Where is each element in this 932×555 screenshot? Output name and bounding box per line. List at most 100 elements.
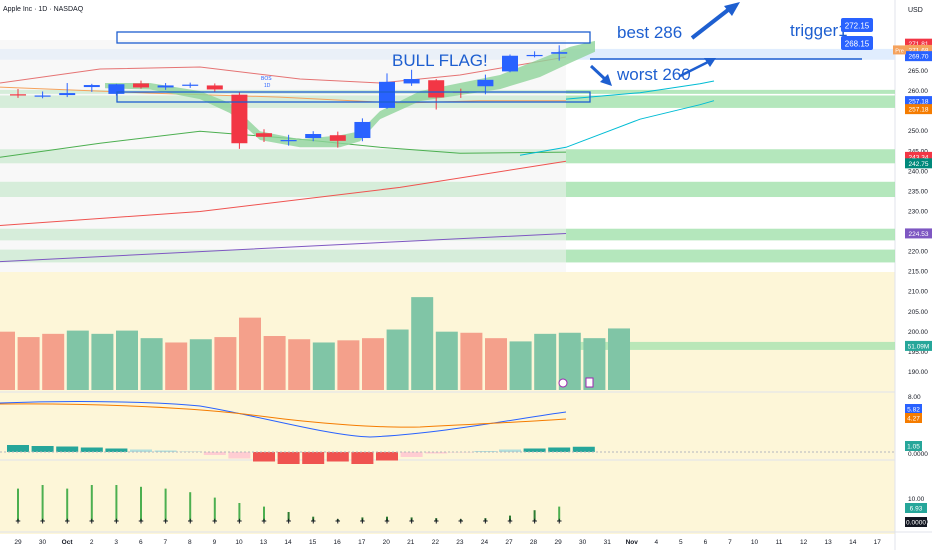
candle-body[interactable]	[108, 84, 125, 94]
x-tick-label: 17	[358, 539, 366, 546]
flag-top-box[interactable]	[116, 31, 591, 44]
volume-bar	[460, 332, 483, 390]
x-tick-label: Oct	[62, 539, 74, 546]
event-marker-icon[interactable]	[558, 378, 568, 388]
x-tick-label: 13	[825, 539, 833, 546]
oscillator-marker: +	[360, 516, 365, 526]
oscillator-marker: +	[163, 516, 168, 526]
candle-body[interactable]	[10, 94, 26, 96]
volume-bar	[509, 341, 532, 390]
candle-body[interactable]	[83, 85, 100, 88]
candle-body[interactable]	[182, 84, 199, 86]
ma-red-line	[0, 160, 567, 226]
price-tick-label: 240.00	[908, 168, 928, 175]
candle-body[interactable]	[329, 135, 346, 141]
candle-body[interactable]	[280, 140, 297, 142]
price-tick-label: 195.00	[908, 349, 928, 356]
candle-body[interactable]	[428, 80, 445, 98]
candle-body[interactable]	[354, 121, 371, 139]
ma-teal-line	[519, 100, 715, 156]
oscillator-marker: +	[40, 516, 45, 526]
x-tick-label: 12	[800, 539, 808, 546]
up-arrow-small-icon[interactable]	[679, 58, 716, 78]
x-tick-label: 21	[407, 539, 415, 546]
macd-histogram-bar	[351, 452, 374, 464]
macd-histogram-bar	[203, 452, 226, 455]
price-axis-badge-text: 257.18	[909, 107, 929, 114]
price-axis-badge	[905, 340, 932, 351]
candle-body[interactable]	[551, 52, 568, 54]
trigger-price-tag-1[interactable]: 272.15	[841, 18, 873, 32]
candle-body[interactable]	[157, 85, 174, 88]
price-axis-badge-text: 243.34	[909, 154, 929, 161]
earnings-marker-icon[interactable]	[585, 377, 594, 388]
price-axis-badge	[905, 228, 932, 239]
oscillator-marker: +	[507, 516, 512, 526]
macd-histogram-bar	[253, 452, 275, 462]
volume-bar	[17, 337, 40, 390]
oscillator-marker: +	[335, 516, 340, 526]
candle-body[interactable]	[379, 81, 395, 108]
pre-market-badge-text: Pre	[895, 48, 904, 54]
price-tick-label: 210.00	[908, 289, 928, 296]
candle-body[interactable]	[59, 93, 76, 96]
trigger-price-tag-2[interactable]: 268.15	[841, 36, 873, 50]
x-tick-label: 29	[554, 539, 562, 546]
candle-body[interactable]	[526, 54, 543, 57]
macd-histogram-bar	[572, 446, 595, 452]
x-tick-label: 3	[114, 539, 118, 546]
x-tick-label: 6	[139, 539, 143, 546]
oscillator-marker: +	[15, 516, 20, 526]
x-tick-label: 22	[432, 539, 440, 546]
macd-axis-badge	[905, 441, 922, 451]
candle-body[interactable]	[206, 85, 223, 90]
price-axis-badge-text: 269.70	[909, 54, 929, 61]
best-target-label: best 286	[617, 23, 682, 42]
price-axis-badge	[905, 38, 932, 49]
x-tick-label: 27	[505, 539, 513, 546]
oscillator-marker: +	[286, 516, 291, 526]
x-tick-label: 9	[213, 539, 217, 546]
macd-histogram-bar	[548, 447, 571, 452]
volume-bar	[214, 337, 237, 390]
macd-histogram-bar	[499, 449, 521, 452]
symbol-title[interactable]: Apple Inc · 1D · NASDAQ	[3, 6, 84, 13]
candle-body[interactable]	[133, 83, 149, 88]
down-arrow-worst-icon[interactable]	[589, 64, 612, 86]
price-tick-label: 260.00	[908, 88, 928, 95]
candle-body[interactable]	[502, 55, 518, 72]
macd-histogram-bar	[277, 452, 300, 464]
x-tick-label: 10	[235, 539, 243, 546]
volume-bar	[411, 297, 434, 390]
oscillator-marker: +	[483, 516, 488, 526]
candle-body[interactable]	[256, 133, 272, 137]
x-tick-label: 7	[728, 539, 732, 546]
macd-axis-badge	[905, 413, 922, 423]
price-axis-badge	[905, 51, 932, 62]
x-tick-label: Nov	[626, 539, 639, 546]
price-axis-badge	[905, 158, 932, 169]
macd-histogram-bar	[7, 445, 29, 452]
ma-pink-line	[0, 56, 567, 84]
candle-body[interactable]	[477, 79, 494, 87]
macd-tick-label: 8.00	[908, 394, 921, 401]
macd-histogram-bar	[31, 446, 54, 452]
x-tick-label: 20	[383, 539, 391, 546]
osc-axis-badge-text: 0.0000	[906, 520, 926, 527]
candle-body[interactable]	[34, 95, 51, 97]
bos-sublabel: 1D	[264, 83, 271, 89]
flag-bottom-box[interactable]	[116, 91, 591, 103]
volume-bar	[239, 317, 261, 390]
worst-target-label: worst 260	[616, 65, 691, 84]
svg-text:268.15: 268.15	[845, 40, 870, 49]
x-tick-label: 6	[704, 539, 708, 546]
volume-bar	[91, 333, 114, 390]
candle-body[interactable]	[305, 134, 322, 139]
price-tick-label: 215.00	[908, 269, 928, 276]
up-arrow-best-icon[interactable]	[690, 2, 740, 40]
candle-body[interactable]	[403, 79, 420, 84]
candle-body[interactable]	[231, 94, 248, 144]
volume-bar	[66, 330, 89, 390]
price-axis-badge	[905, 104, 932, 115]
